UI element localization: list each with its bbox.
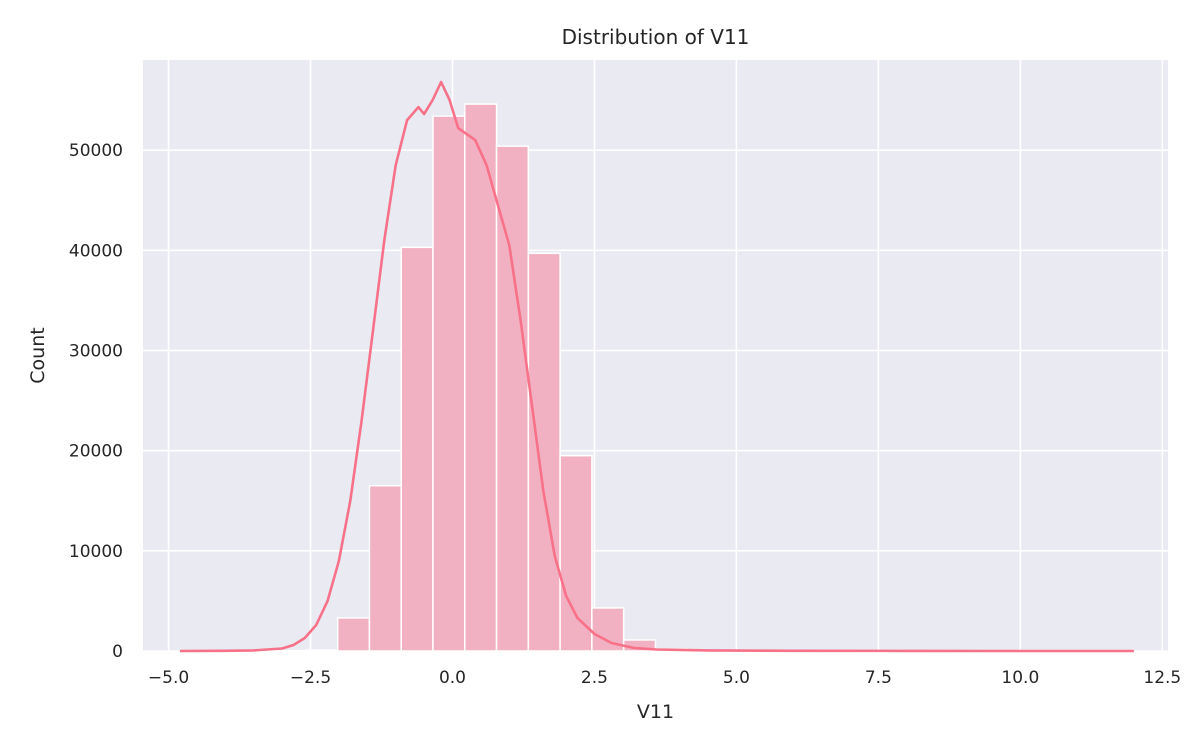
kde-curve — [179, 80, 1134, 653]
x-tick-label: 2.5 — [581, 668, 608, 688]
plot-background — [143, 60, 1168, 651]
histogram-bar — [527, 252, 561, 652]
y-tick-label: 0 — [112, 642, 123, 662]
histogram-bar — [432, 115, 466, 652]
x-tick-label: −5.0 — [148, 668, 189, 688]
y-tick-label: 40000 — [69, 241, 123, 261]
y-tick-label: 20000 — [69, 442, 123, 462]
histogram-bar — [336, 617, 371, 652]
y-tick-label: 10000 — [69, 542, 123, 562]
x-tick-label: 5.0 — [723, 668, 750, 688]
y-tick-label: 50000 — [69, 141, 123, 161]
x-tick-labels: −5.0 −2.5 0.0 2.5 5.0 7.5 10.0 12.5 — [148, 668, 1181, 688]
chart-title: Distribution of V11 — [562, 25, 750, 49]
x-tick-label: −2.5 — [290, 668, 331, 688]
x-tick-label: 7.5 — [865, 668, 892, 688]
y-tick-labels: 0 10000 20000 30000 40000 50000 — [69, 141, 123, 662]
y-tick-label: 30000 — [69, 341, 123, 361]
x-tick-label: 0.0 — [439, 668, 466, 688]
x-tick-label: 10.0 — [1001, 668, 1039, 688]
histogram-bar — [368, 484, 402, 652]
histogram-bar — [400, 246, 434, 652]
histogram-bars — [273, 103, 1133, 652]
x-axis-title: V11 — [637, 701, 674, 723]
histogram-bar — [559, 454, 593, 652]
histogram-bar — [464, 103, 498, 652]
histogram-bar — [495, 145, 530, 652]
y-axis-title: Count — [27, 327, 49, 383]
histogram-bar — [305, 649, 339, 652]
x-tick-label: 12.5 — [1143, 668, 1181, 688]
grid-lines — [143, 60, 1168, 652]
